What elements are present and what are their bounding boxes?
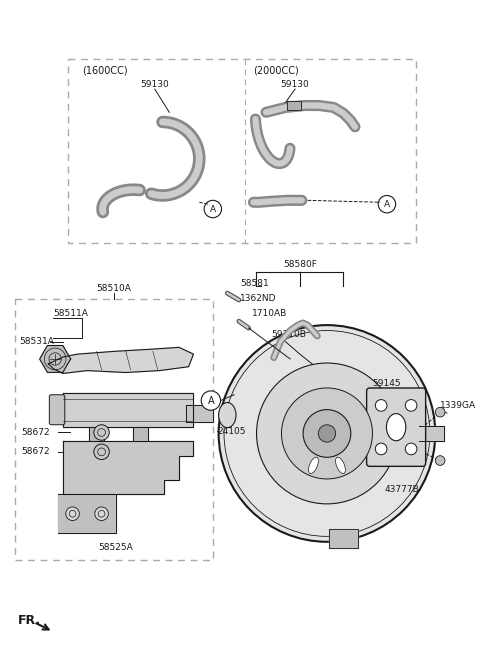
Circle shape xyxy=(435,407,445,417)
Circle shape xyxy=(95,507,108,520)
Text: FR.: FR. xyxy=(17,614,40,627)
Circle shape xyxy=(435,456,445,465)
Circle shape xyxy=(281,388,372,479)
Text: 58580F: 58580F xyxy=(283,260,317,269)
Text: 58581: 58581 xyxy=(240,279,269,288)
Text: 59145: 59145 xyxy=(372,378,401,388)
Circle shape xyxy=(378,196,396,213)
Polygon shape xyxy=(48,348,193,373)
Text: 1710AB: 1710AB xyxy=(252,309,287,318)
Text: 58672: 58672 xyxy=(21,447,50,457)
Polygon shape xyxy=(329,529,358,548)
Text: 58511A: 58511A xyxy=(53,309,88,318)
Text: A: A xyxy=(210,204,216,214)
Text: 58510A: 58510A xyxy=(96,284,132,293)
Circle shape xyxy=(94,444,109,460)
Circle shape xyxy=(375,443,387,455)
Text: A: A xyxy=(207,396,214,405)
Polygon shape xyxy=(419,426,444,442)
Ellipse shape xyxy=(309,457,318,474)
Circle shape xyxy=(405,443,417,455)
Circle shape xyxy=(405,399,417,411)
Text: (1600CC): (1600CC) xyxy=(82,66,128,76)
Text: 58672: 58672 xyxy=(21,428,50,437)
Circle shape xyxy=(303,409,351,457)
Polygon shape xyxy=(63,442,193,495)
Polygon shape xyxy=(63,393,193,426)
FancyBboxPatch shape xyxy=(367,388,426,466)
FancyBboxPatch shape xyxy=(49,395,65,425)
Ellipse shape xyxy=(218,403,236,428)
Text: 24105: 24105 xyxy=(217,427,246,436)
Circle shape xyxy=(218,325,435,542)
Text: 59110B: 59110B xyxy=(271,330,306,339)
Polygon shape xyxy=(89,426,105,442)
Circle shape xyxy=(375,399,387,411)
Text: 59130: 59130 xyxy=(281,79,310,89)
Ellipse shape xyxy=(386,414,406,441)
Text: 1339GA: 1339GA xyxy=(440,401,476,410)
Circle shape xyxy=(204,200,222,217)
Text: 58531A: 58531A xyxy=(19,337,54,346)
Text: 43777B: 43777B xyxy=(384,485,419,494)
Polygon shape xyxy=(132,426,148,442)
Circle shape xyxy=(201,391,220,410)
Circle shape xyxy=(94,425,109,440)
Circle shape xyxy=(256,363,397,504)
Polygon shape xyxy=(40,346,71,373)
Polygon shape xyxy=(186,405,213,422)
Ellipse shape xyxy=(336,457,346,474)
Polygon shape xyxy=(58,495,116,533)
Polygon shape xyxy=(288,101,301,110)
Text: 58525A: 58525A xyxy=(99,543,133,552)
Bar xyxy=(14,299,213,560)
Text: 1362ND: 1362ND xyxy=(240,294,276,304)
Text: 59130: 59130 xyxy=(141,79,169,89)
Text: (2000CC): (2000CC) xyxy=(253,66,299,76)
Bar xyxy=(68,59,416,243)
Text: A: A xyxy=(384,200,390,209)
Circle shape xyxy=(66,507,79,520)
Circle shape xyxy=(318,425,336,442)
